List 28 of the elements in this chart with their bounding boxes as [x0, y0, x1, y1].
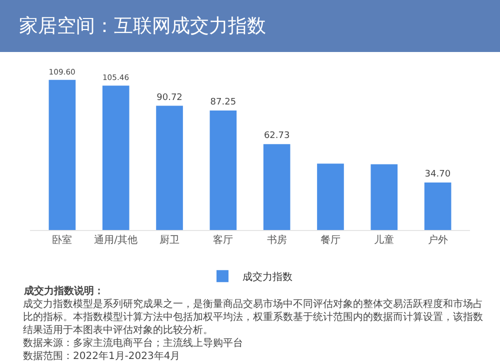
bar — [48, 80, 76, 230]
data-label: 34.70 — [424, 169, 451, 180]
x-tick-label: 餐厅 — [320, 234, 340, 246]
bar — [156, 106, 183, 230]
bar — [424, 182, 452, 230]
data-label: 109.60 — [48, 67, 76, 76]
text: 数据范围：2022年1月-2023年4月 — [23, 350, 180, 362]
data-label: 87.25 — [210, 98, 236, 108]
x-tick-label: 客厅 — [213, 234, 234, 246]
bar — [102, 86, 130, 230]
data-label: 62.73 — [264, 131, 290, 142]
data-label: 105.46 — [102, 73, 130, 82]
x-tick-label: 户外 — [428, 234, 448, 246]
legend-label: 成交力指数 — [242, 271, 292, 283]
bar — [370, 164, 398, 230]
x-tick-label: 通用/其他 — [94, 234, 138, 246]
chart-title: 家居空间：互联网成交力指数 — [19, 15, 266, 37]
x-tick-label: 卧室 — [52, 234, 72, 246]
text: 成交力指数模型是系列研究成果之一，是衡量商品交易市场中不同评估对象的整体交易活跃程度和市场占比的指标。本指数模型计算方法中包括加权平均法，权重系数基于统计范围内的数据而计算设置，该指数结果适用于本图表中评估对象的比较分析。 — [23, 298, 483, 336]
text: 成交力指数说明： — [23, 285, 104, 297]
x-tick-label: 厨卫 — [160, 235, 180, 246]
x-tick-label: 儿童 — [374, 234, 394, 246]
source-note: 数据来源：多家主流电商平台；主流线上导购平台 — [23, 337, 243, 349]
bar — [317, 164, 344, 230]
data-label: 90.72 — [156, 92, 182, 103]
bar — [263, 144, 290, 230]
x-tick-label: 书房 — [266, 234, 287, 246]
bar — [210, 110, 237, 230]
